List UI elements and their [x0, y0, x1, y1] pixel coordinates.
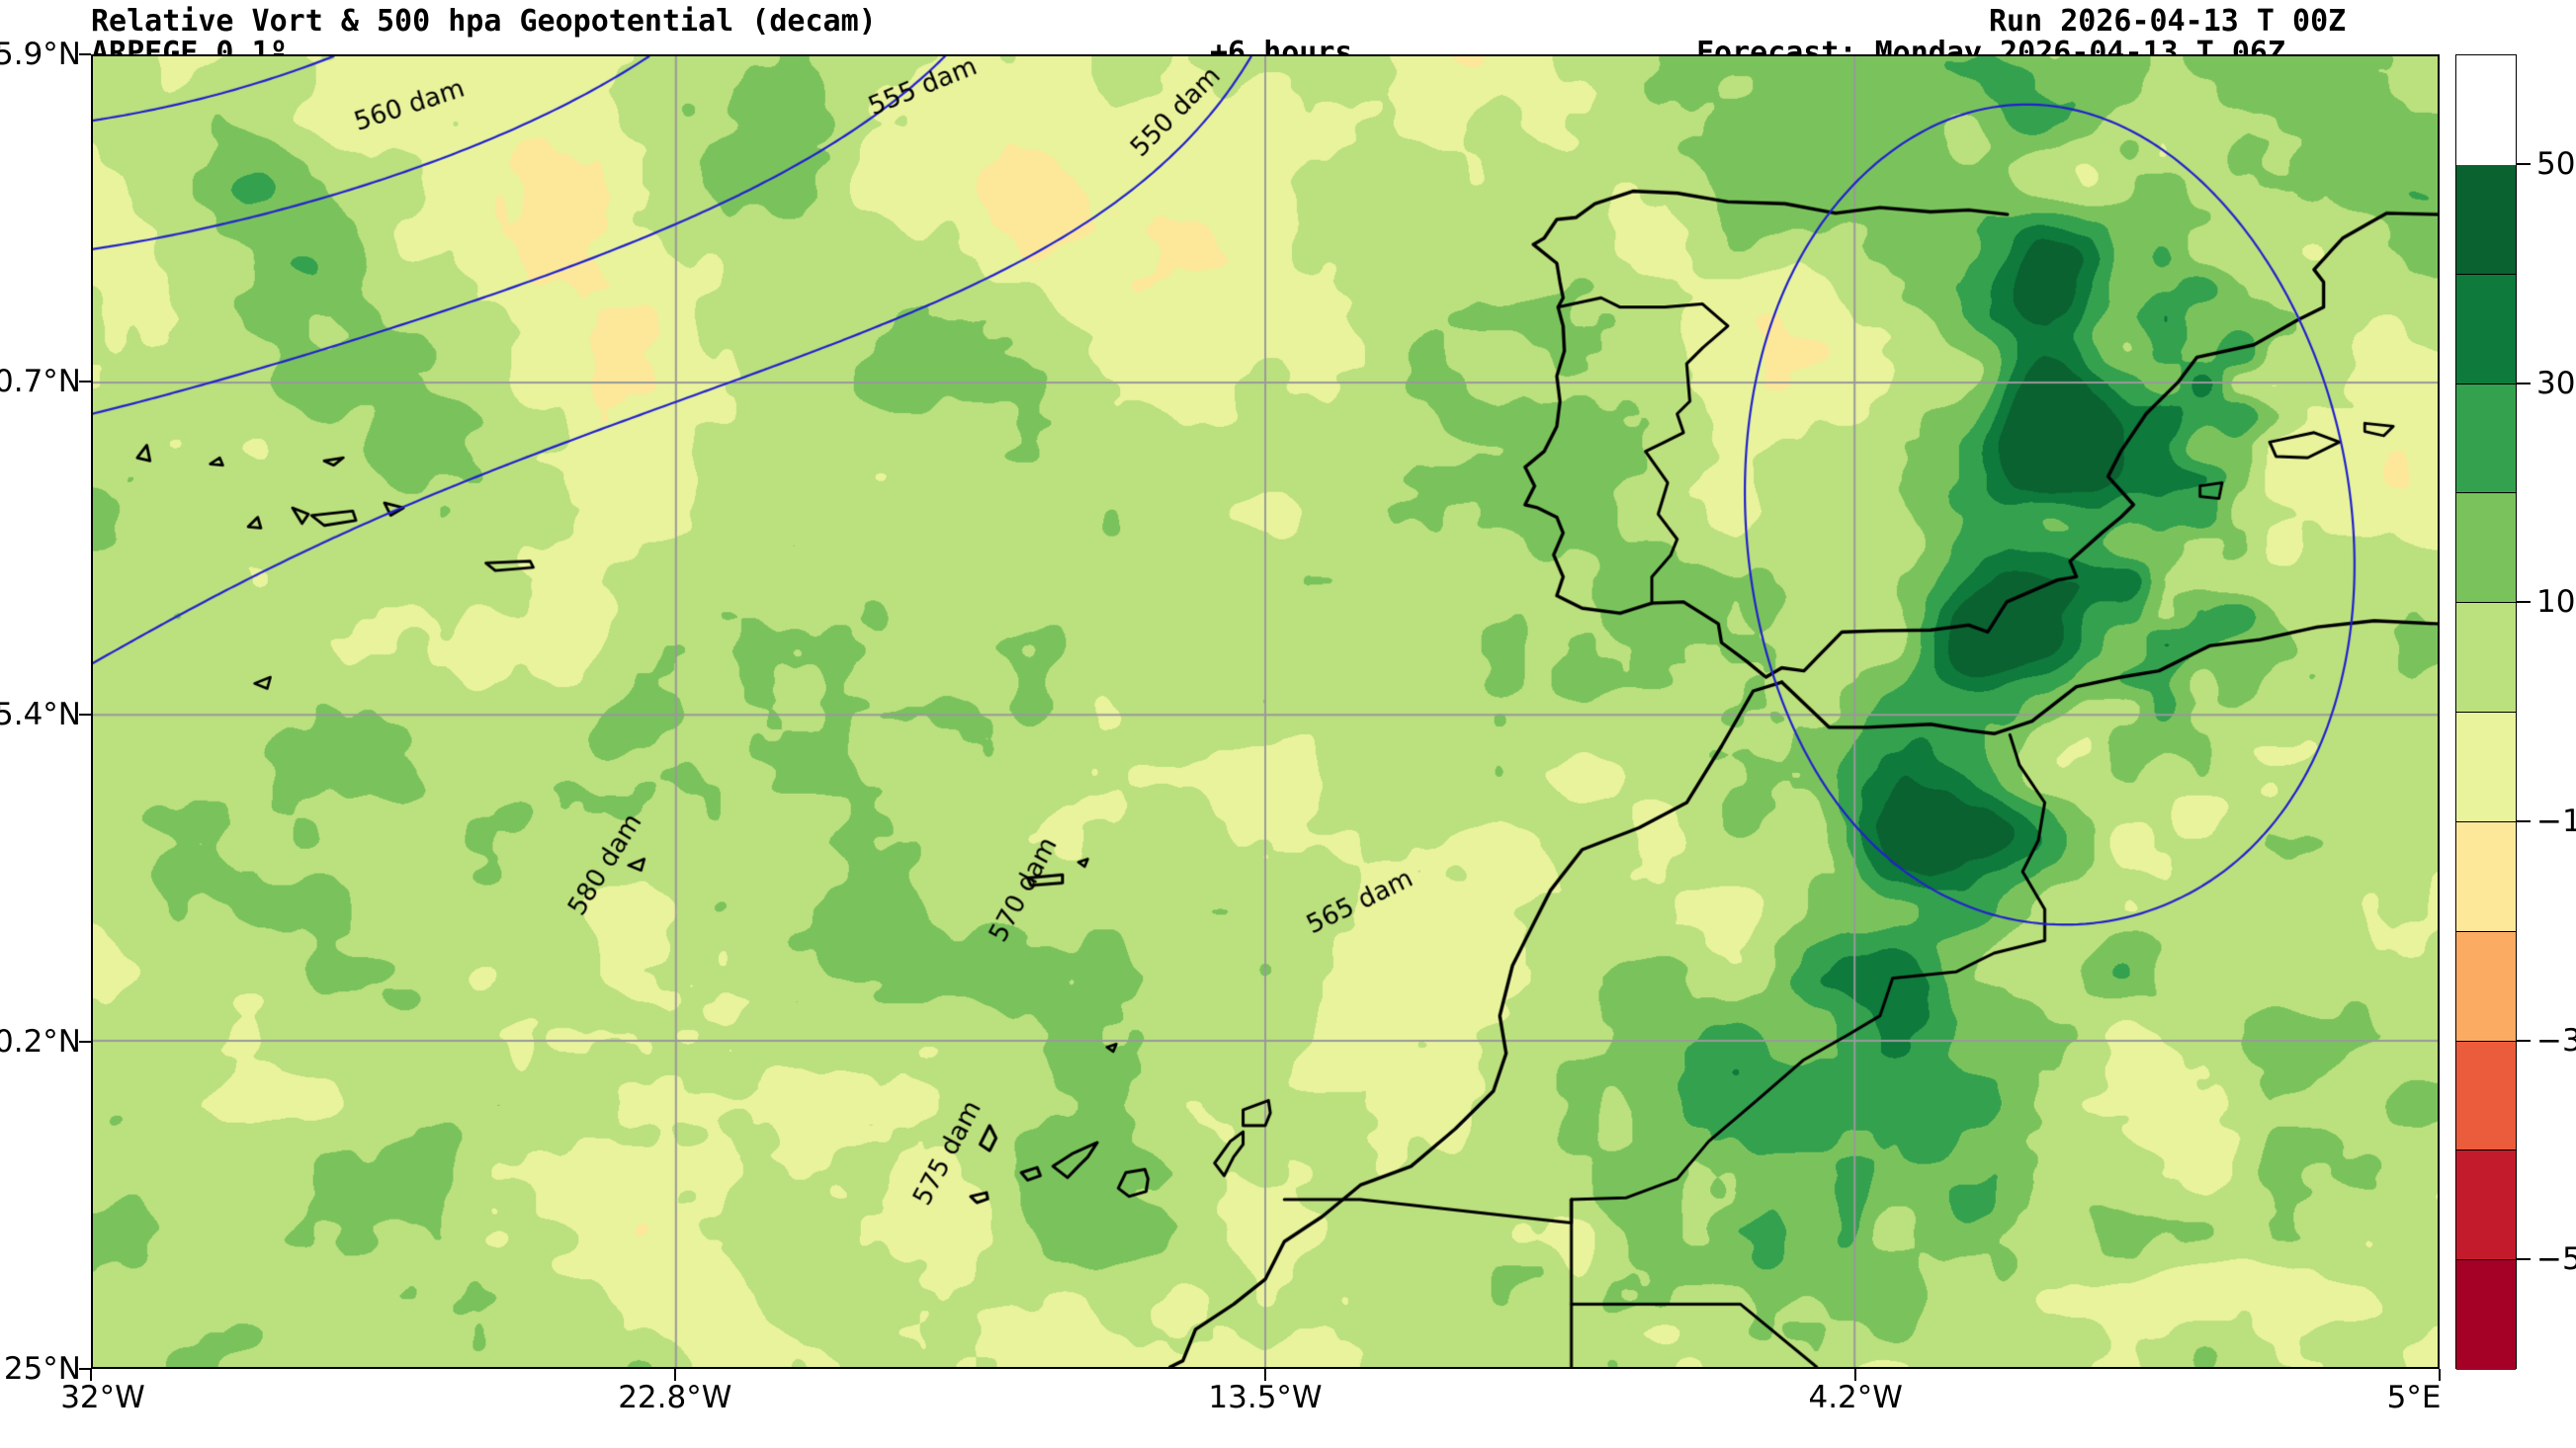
x-axis-tick-mark	[1854, 1369, 1857, 1381]
colorbar-band	[2456, 164, 2516, 275]
x-axis-tick-label: 22.8°W	[618, 1380, 732, 1415]
colorbar-band	[2456, 1150, 2516, 1261]
y-axis-tick-label: 45.9°N	[0, 37, 81, 72]
colorbar-tick-label: 30	[2536, 365, 2576, 401]
y-axis-tick-mark	[79, 1041, 91, 1044]
x-axis-tick-mark	[90, 1369, 92, 1381]
colorbar-tick-mark	[2517, 162, 2531, 165]
x-axis-tick-label: 13.5°W	[1208, 1380, 1323, 1415]
colorbar-band	[2456, 274, 2516, 384]
x-axis-tick-label: 4.2°W	[1808, 1380, 1903, 1415]
colorbar-band	[2456, 493, 2516, 604]
colorbar-separator	[2455, 383, 2517, 384]
colorbar-band	[2456, 931, 2516, 1042]
y-axis-tick-mark	[79, 1368, 91, 1370]
page-title: Relative Vort & 500 hpa Geopotential (de…	[91, 4, 877, 39]
colorbar-tick-label: 50	[2536, 145, 2576, 182]
colorbar-band	[2456, 713, 2516, 822]
colorbar-band	[2456, 821, 2516, 932]
colorbar-band	[2456, 1041, 2516, 1151]
y-axis-tick-label: 30.2°N	[0, 1024, 81, 1061]
x-axis-tick-mark	[2439, 1369, 2441, 1381]
y-axis-tick-mark	[79, 380, 91, 383]
colorbar-band	[2456, 383, 2516, 494]
colorbar-separator	[2455, 492, 2517, 494]
colorbar-tick-mark	[2517, 1258, 2531, 1261]
y-axis-tick-mark	[79, 714, 91, 717]
colorbar-tick-label: −50	[2536, 1241, 2576, 1278]
run-time-label: Run 2026-04-13 T 00Z	[1989, 4, 2347, 39]
y-axis-tick-label: 25°N	[3, 1351, 81, 1387]
vorticity-field-canvas	[93, 56, 2438, 1367]
colorbar-separator	[2455, 820, 2517, 822]
colorbar-separator	[2455, 712, 2517, 713]
x-axis-tick-label: 32°W	[60, 1380, 145, 1415]
colorbar-tick-label: −10	[2536, 803, 2576, 839]
colorbar-separator	[2455, 273, 2517, 275]
y-axis-tick-mark	[79, 53, 91, 55]
colorbar-separator	[2455, 1259, 2517, 1261]
colorbar	[2455, 54, 2517, 1370]
x-axis-tick-mark	[673, 1369, 676, 1381]
colorbar-tick-label: −30	[2536, 1022, 2576, 1059]
colorbar-tick-label: 10	[2536, 584, 2576, 621]
colorbar-tick-mark	[2517, 601, 2531, 604]
map-plot-area[interactable]	[91, 54, 2440, 1369]
chart-header: Relative Vort & 500 hpa Geopotential (de…	[0, 0, 2576, 70]
x-axis-tick-mark	[1264, 1369, 1266, 1381]
colorbar-band	[2456, 603, 2516, 713]
y-axis-tick-label: 35.4°N	[0, 697, 81, 733]
x-axis-tick-label: 5°E	[2386, 1380, 2442, 1415]
colorbar-tick-mark	[2517, 1039, 2531, 1042]
colorbar-tick-mark	[2517, 819, 2531, 822]
colorbar-separator	[2455, 930, 2517, 932]
colorbar-separator	[2455, 1040, 2517, 1042]
colorbar-separator	[2455, 602, 2517, 604]
colorbar-band	[2456, 1260, 2516, 1370]
colorbar-tick-mark	[2517, 382, 2531, 384]
y-axis-tick-label: 40.7°N	[0, 363, 81, 399]
